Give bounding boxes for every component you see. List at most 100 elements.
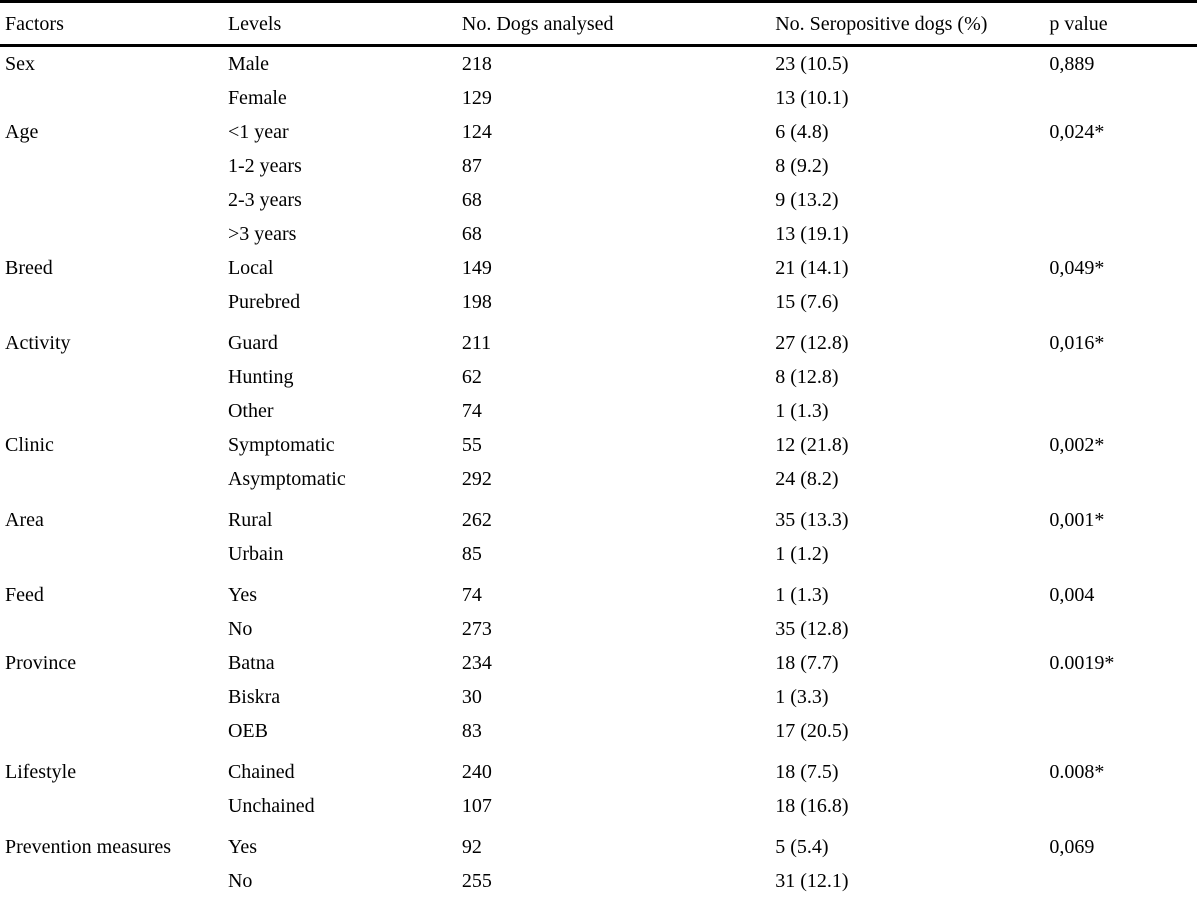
factor-cell: Activity — [0, 319, 228, 360]
factor-cell: Feed — [0, 571, 228, 612]
header-row: Factors Levels No. Dogs analysed No. Ser… — [0, 2, 1197, 46]
dogs-analysed-cell: 198 — [462, 285, 775, 319]
p-value-cell: 0,002* — [1049, 428, 1197, 462]
seropositive-cell: 13 (10.1) — [775, 81, 1049, 115]
dogs-analysed-cell: 74 — [462, 394, 775, 428]
level-cell: Yes — [228, 571, 462, 612]
dogs-analysed-cell: 234 — [462, 646, 775, 680]
level-cell: Rural — [228, 496, 462, 537]
factor-cell — [0, 394, 228, 428]
factor-cell — [0, 81, 228, 115]
seropositive-cell: 9 (13.2) — [775, 183, 1049, 217]
level-cell: 1-2 years — [228, 149, 462, 183]
p-value-cell: 0.008* — [1049, 748, 1197, 789]
factor-cell — [0, 789, 228, 823]
p-value-cell: 0,004 — [1049, 571, 1197, 612]
dogs-analysed-cell: 85 — [462, 537, 775, 571]
dogs-analysed-cell: 68 — [462, 183, 775, 217]
level-cell: Guard — [228, 319, 462, 360]
p-value-cell — [1049, 462, 1197, 496]
seropositive-cell: 1 (1.3) — [775, 571, 1049, 612]
seropositive-cell: 12 (21.8) — [775, 428, 1049, 462]
seropositive-cell: 35 (13.3) — [775, 496, 1049, 537]
p-value-cell — [1049, 217, 1197, 251]
p-value-cell: 0,016* — [1049, 319, 1197, 360]
seropositive-cell: 17 (20.5) — [775, 714, 1049, 748]
level-cell: Chained — [228, 748, 462, 789]
level-cell: <1 year — [228, 115, 462, 149]
p-value-cell: 0,069 — [1049, 823, 1197, 864]
factor-cell — [0, 285, 228, 319]
col-header-levels: Levels — [228, 2, 462, 46]
level-cell: Hunting — [228, 360, 462, 394]
seropositive-cell: 8 (9.2) — [775, 149, 1049, 183]
level-cell: Symptomatic — [228, 428, 462, 462]
p-value-cell: 0,889 — [1049, 46, 1197, 82]
p-value-cell — [1049, 864, 1197, 898]
dogs-analysed-cell: 273 — [462, 612, 775, 646]
level-cell: Urbain — [228, 537, 462, 571]
dogs-analysed-cell: 129 — [462, 81, 775, 115]
col-header-p-value: p value — [1049, 2, 1197, 46]
factor-cell: Breed — [0, 251, 228, 285]
dogs-analysed-cell: 87 — [462, 149, 775, 183]
dogs-analysed-cell: 240 — [462, 748, 775, 789]
p-value-cell: 0,024* — [1049, 115, 1197, 149]
factor-cell: Prevention measures — [0, 823, 228, 864]
p-value-cell — [1049, 394, 1197, 428]
dogs-analysed-cell: 107 — [462, 789, 775, 823]
factor-cell — [0, 680, 228, 714]
level-cell: Other — [228, 394, 462, 428]
dogs-analysed-cell: 83 — [462, 714, 775, 748]
factor-cell — [0, 537, 228, 571]
seropositive-cell: 8 (12.8) — [775, 360, 1049, 394]
level-cell: >3 years — [228, 217, 462, 251]
factor-cell — [0, 864, 228, 898]
col-header-seropositive-dogs: No. Seropositive dogs (%) — [775, 2, 1049, 46]
seropositive-cell: 21 (14.1) — [775, 251, 1049, 285]
level-cell: No — [228, 864, 462, 898]
p-value-cell — [1049, 612, 1197, 646]
level-cell: Batna — [228, 646, 462, 680]
factor-cell — [0, 714, 228, 748]
level-cell: Unchained — [228, 789, 462, 823]
seropositive-cell: 18 (7.7) — [775, 646, 1049, 680]
level-cell: 2-3 years — [228, 183, 462, 217]
factor-cell: Lifestyle — [0, 748, 228, 789]
dogs-analysed-cell: 262 — [462, 496, 775, 537]
dogs-analysed-cell: 30 — [462, 680, 775, 714]
dogs-analysed-cell: 218 — [462, 46, 775, 82]
seropositive-cell: 5 (5.4) — [775, 823, 1049, 864]
p-value-cell: 0,001* — [1049, 496, 1197, 537]
level-cell: Biskra — [228, 680, 462, 714]
col-header-dogs-analysed: No. Dogs analysed — [462, 2, 775, 46]
level-cell: OEB — [228, 714, 462, 748]
dogs-analysed-cell: 62 — [462, 360, 775, 394]
dogs-analysed-cell: 255 — [462, 864, 775, 898]
p-value-cell — [1049, 360, 1197, 394]
dogs-analysed-cell: 68 — [462, 217, 775, 251]
p-value-cell — [1049, 81, 1197, 115]
factor-cell: Sex — [0, 46, 228, 82]
seropositive-cell: 1 (1.3) — [775, 394, 1049, 428]
seropositive-cell: 31 (12.1) — [775, 864, 1049, 898]
dogs-analysed-cell: 92 — [462, 823, 775, 864]
